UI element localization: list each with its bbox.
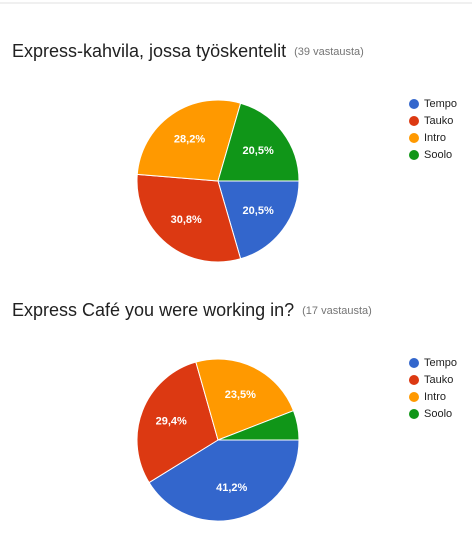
value-label: 30,8% (171, 214, 202, 226)
legend-label: Intro (424, 391, 446, 403)
value-label: 20,5% (243, 145, 274, 157)
legend-label: Tempo (424, 98, 457, 110)
legend-swatch (409, 133, 419, 143)
legend-label: Soolo (424, 149, 452, 161)
chart-subtitle: (17 vastausta) (302, 305, 372, 317)
pie-slice (217, 180, 300, 260)
value-label: 41,2% (216, 482, 247, 494)
value-label: 20,5% (243, 205, 274, 217)
pie-slice (136, 173, 242, 263)
legend-label: Tauko (424, 115, 453, 127)
legend-swatch (409, 375, 419, 385)
pie-slice (217, 102, 300, 182)
legend-swatch (409, 392, 419, 402)
pie-slice (217, 410, 300, 441)
value-label: 29,4% (156, 416, 187, 428)
pie-slice (136, 99, 242, 182)
chart-subtitle: (39 vastausta) (294, 46, 364, 58)
value-label: 23,5% (225, 389, 256, 401)
pie-slice (148, 439, 300, 522)
pie-slice (136, 361, 219, 484)
value-label: 28,2% (174, 134, 205, 146)
legend-label: Tempo (424, 357, 457, 369)
legend-swatch (409, 150, 419, 160)
chart-title: Express Café you were working in? (12, 300, 294, 320)
chart-title: Express-kahvila, jossa työskentelit (12, 41, 286, 61)
legend-swatch (409, 409, 419, 419)
legend-label: Soolo (424, 408, 452, 420)
legend-label: Tauko (424, 374, 453, 386)
legend-swatch (409, 116, 419, 126)
legend-swatch (409, 358, 419, 368)
legend-swatch (409, 99, 419, 109)
legend-label: Intro (424, 132, 446, 144)
